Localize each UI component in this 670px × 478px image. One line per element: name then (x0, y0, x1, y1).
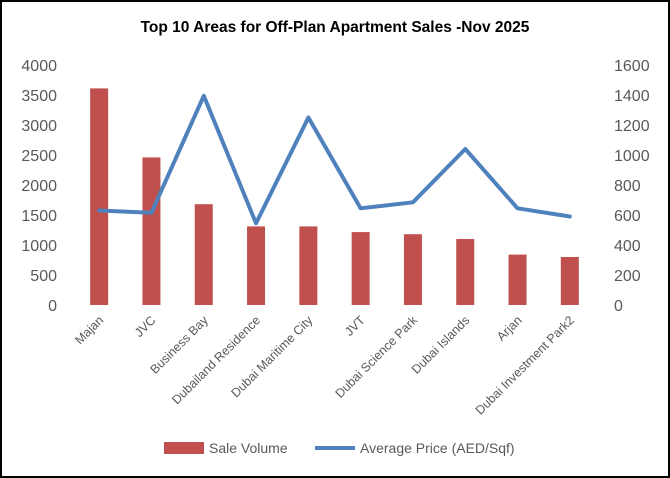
y-right-tick-label: 200 (614, 268, 641, 285)
legend-swatch-sale-volume (164, 442, 204, 454)
x-category-label: JVC (132, 313, 159, 340)
bar-sale-volume (142, 157, 161, 305)
x-category-label: Dubai Investment Park2 (473, 313, 577, 417)
chart-title: Top 10 Areas for Off-Plan Apartment Sale… (140, 19, 530, 36)
y-right-tick-label: 1000 (614, 148, 650, 165)
y-left-tick-label: 1000 (21, 238, 57, 255)
x-category-label: Dubailand Residence (169, 313, 263, 407)
legend-label-average-price: Average Price (AED/Sqf) (360, 440, 515, 456)
y-right-tick-label: 1400 (614, 88, 650, 105)
y-left-tick-label: 3000 (21, 118, 57, 135)
y-left-tick-label: 0 (48, 298, 57, 315)
y-right-tick-label: 1600 (614, 58, 650, 75)
bar-sale-volume (194, 204, 213, 305)
legend-label-sale-volume: Sale Volume (209, 440, 288, 456)
bar-sale-volume (90, 88, 109, 306)
y-left-tick-label: 500 (30, 268, 57, 285)
y-left-tick-label: 3500 (21, 88, 57, 105)
y-left-tick-label: 4000 (21, 58, 57, 75)
bar-sale-volume (247, 226, 266, 305)
y-left-tick-label: 2000 (21, 178, 57, 195)
y-left-tick-label: 2500 (21, 148, 57, 165)
line-average-price (97, 93, 572, 226)
x-category-label: Arjan (494, 313, 525, 344)
y-right-tick-label: 1200 (614, 118, 650, 135)
bar-sale-volume (508, 254, 527, 305)
y-right-tick-label: 0 (614, 298, 623, 315)
bar-sale-volume (456, 239, 475, 305)
y-right-tick-label: 400 (614, 238, 641, 255)
x-category-label: Majan (72, 313, 106, 347)
y-right-tick-label: 800 (614, 178, 641, 195)
y-right-tick-label: 600 (614, 208, 641, 225)
bar-sale-volume (299, 226, 318, 305)
bar-sale-volume (560, 257, 579, 305)
y-left-tick-label: 1500 (21, 208, 57, 225)
x-category-label: JVT (342, 313, 368, 339)
bar-sale-volume (403, 234, 422, 305)
bar-sale-volume (351, 232, 370, 305)
